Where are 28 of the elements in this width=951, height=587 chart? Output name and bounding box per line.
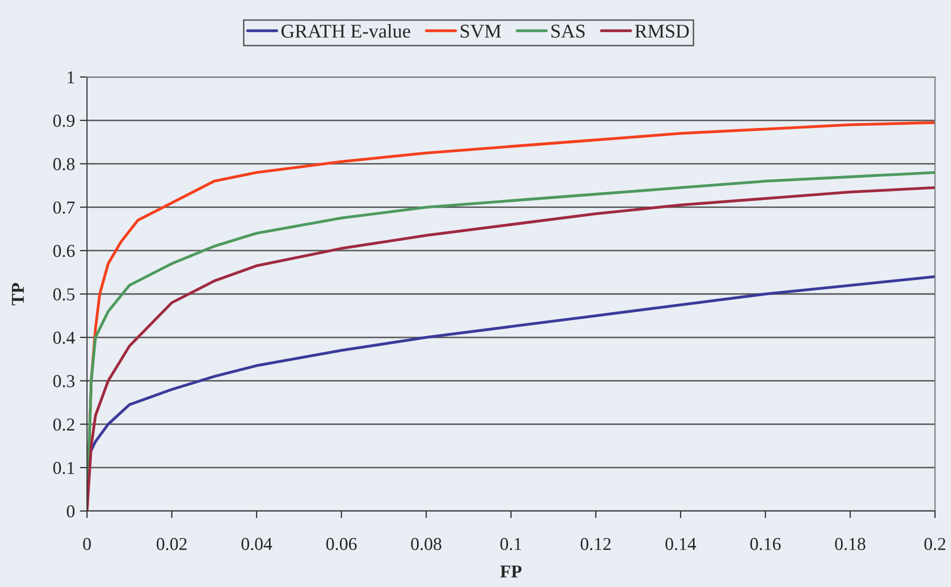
y-tick-label: 0.6 [53, 244, 75, 258]
y-tick-label: 0.2 [53, 418, 74, 431]
legend-label: RMSD [635, 24, 689, 38]
x-tick-label: 0 [83, 538, 91, 550]
x-tick-label: 0.12 [580, 538, 611, 550]
y-tick-label: 0 [66, 505, 75, 518]
x-tick-label: 0.1 [500, 538, 522, 550]
x-tick-label: 0.08 [411, 538, 442, 550]
x-tick-label: 0.16 [750, 538, 781, 550]
y-axis-title: TP [12, 282, 24, 306]
x-tick-label: 0.14 [665, 538, 696, 550]
x-tick-label: 0.2 [924, 538, 946, 550]
y-tick-label: 0.8 [53, 158, 75, 170]
legend-label: SAS [551, 24, 585, 38]
x-tick-label: 0.06 [326, 538, 357, 550]
y-tick-label: 0.5 [53, 288, 74, 301]
legend-label: GRATH E-value [281, 24, 410, 38]
legend-label: SVM [460, 24, 501, 38]
y-tick-label: 0.9 [53, 114, 74, 127]
x-axis-title: FP [500, 566, 522, 578]
y-tick-label: 0.7 [53, 201, 75, 214]
y-tick-label: 0.4 [53, 332, 75, 344]
y-tick-label: 0.3 [53, 375, 74, 388]
x-tick-label: 0.04 [241, 538, 272, 550]
x-tick-label: 0.18 [835, 538, 866, 550]
y-tick-label: 1 [68, 71, 74, 84]
x-tick-label: 0.02 [156, 538, 187, 550]
y-tick-label: 0.1 [53, 462, 74, 474]
